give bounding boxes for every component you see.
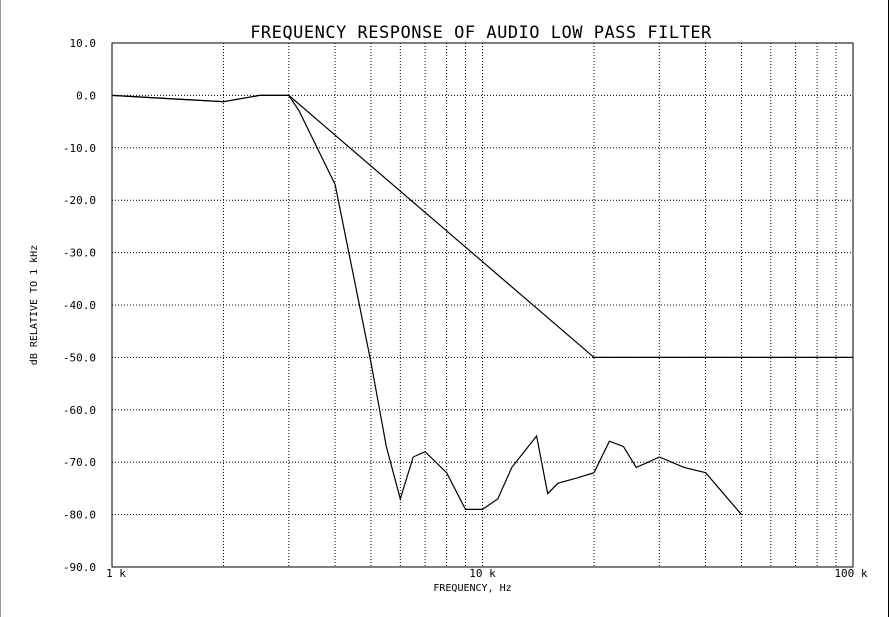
y-tick-label: -20.0 [63, 194, 96, 207]
y-tick-label: -30.0 [63, 247, 96, 260]
y-tick-label: -70.0 [63, 456, 96, 469]
y-tick-label: 0.0 [76, 89, 96, 102]
grid [112, 43, 853, 567]
x-tick-label: 1 k [106, 567, 126, 580]
y-tick-label: -60.0 [63, 404, 96, 417]
y-tick-label: -50.0 [63, 351, 96, 364]
plot-area [111, 42, 854, 568]
y-tick-label: 10.0 [70, 37, 97, 50]
x-tick-label: 10 k [469, 567, 496, 580]
x-axis-label: FREQUENCY, Hz [433, 583, 511, 594]
x-axis-ticks: 1 k 10 k 100 k [106, 567, 868, 580]
series-group [111, 94, 853, 515]
y-tick-label: -90.0 [63, 561, 96, 574]
series-line-2 [111, 94, 742, 515]
y-tick-label: -10.0 [63, 142, 96, 155]
y-tick-label: -40.0 [63, 299, 96, 312]
y-axis-ticks: 10.0 0.0 -10.0 -20.0 -30.0 -40.0 -50.0 -60.0 -70… [63, 37, 96, 574]
y-tick-label: -80.0 [63, 509, 96, 522]
chart-title: FREQUENCY RESPONSE OF AUDIO LOW PASS FIL… [250, 23, 712, 43]
x-tick-label: 100 k [834, 567, 867, 580]
y-axis-label: dB RELATIVE TO 1 kHz [29, 245, 40, 365]
